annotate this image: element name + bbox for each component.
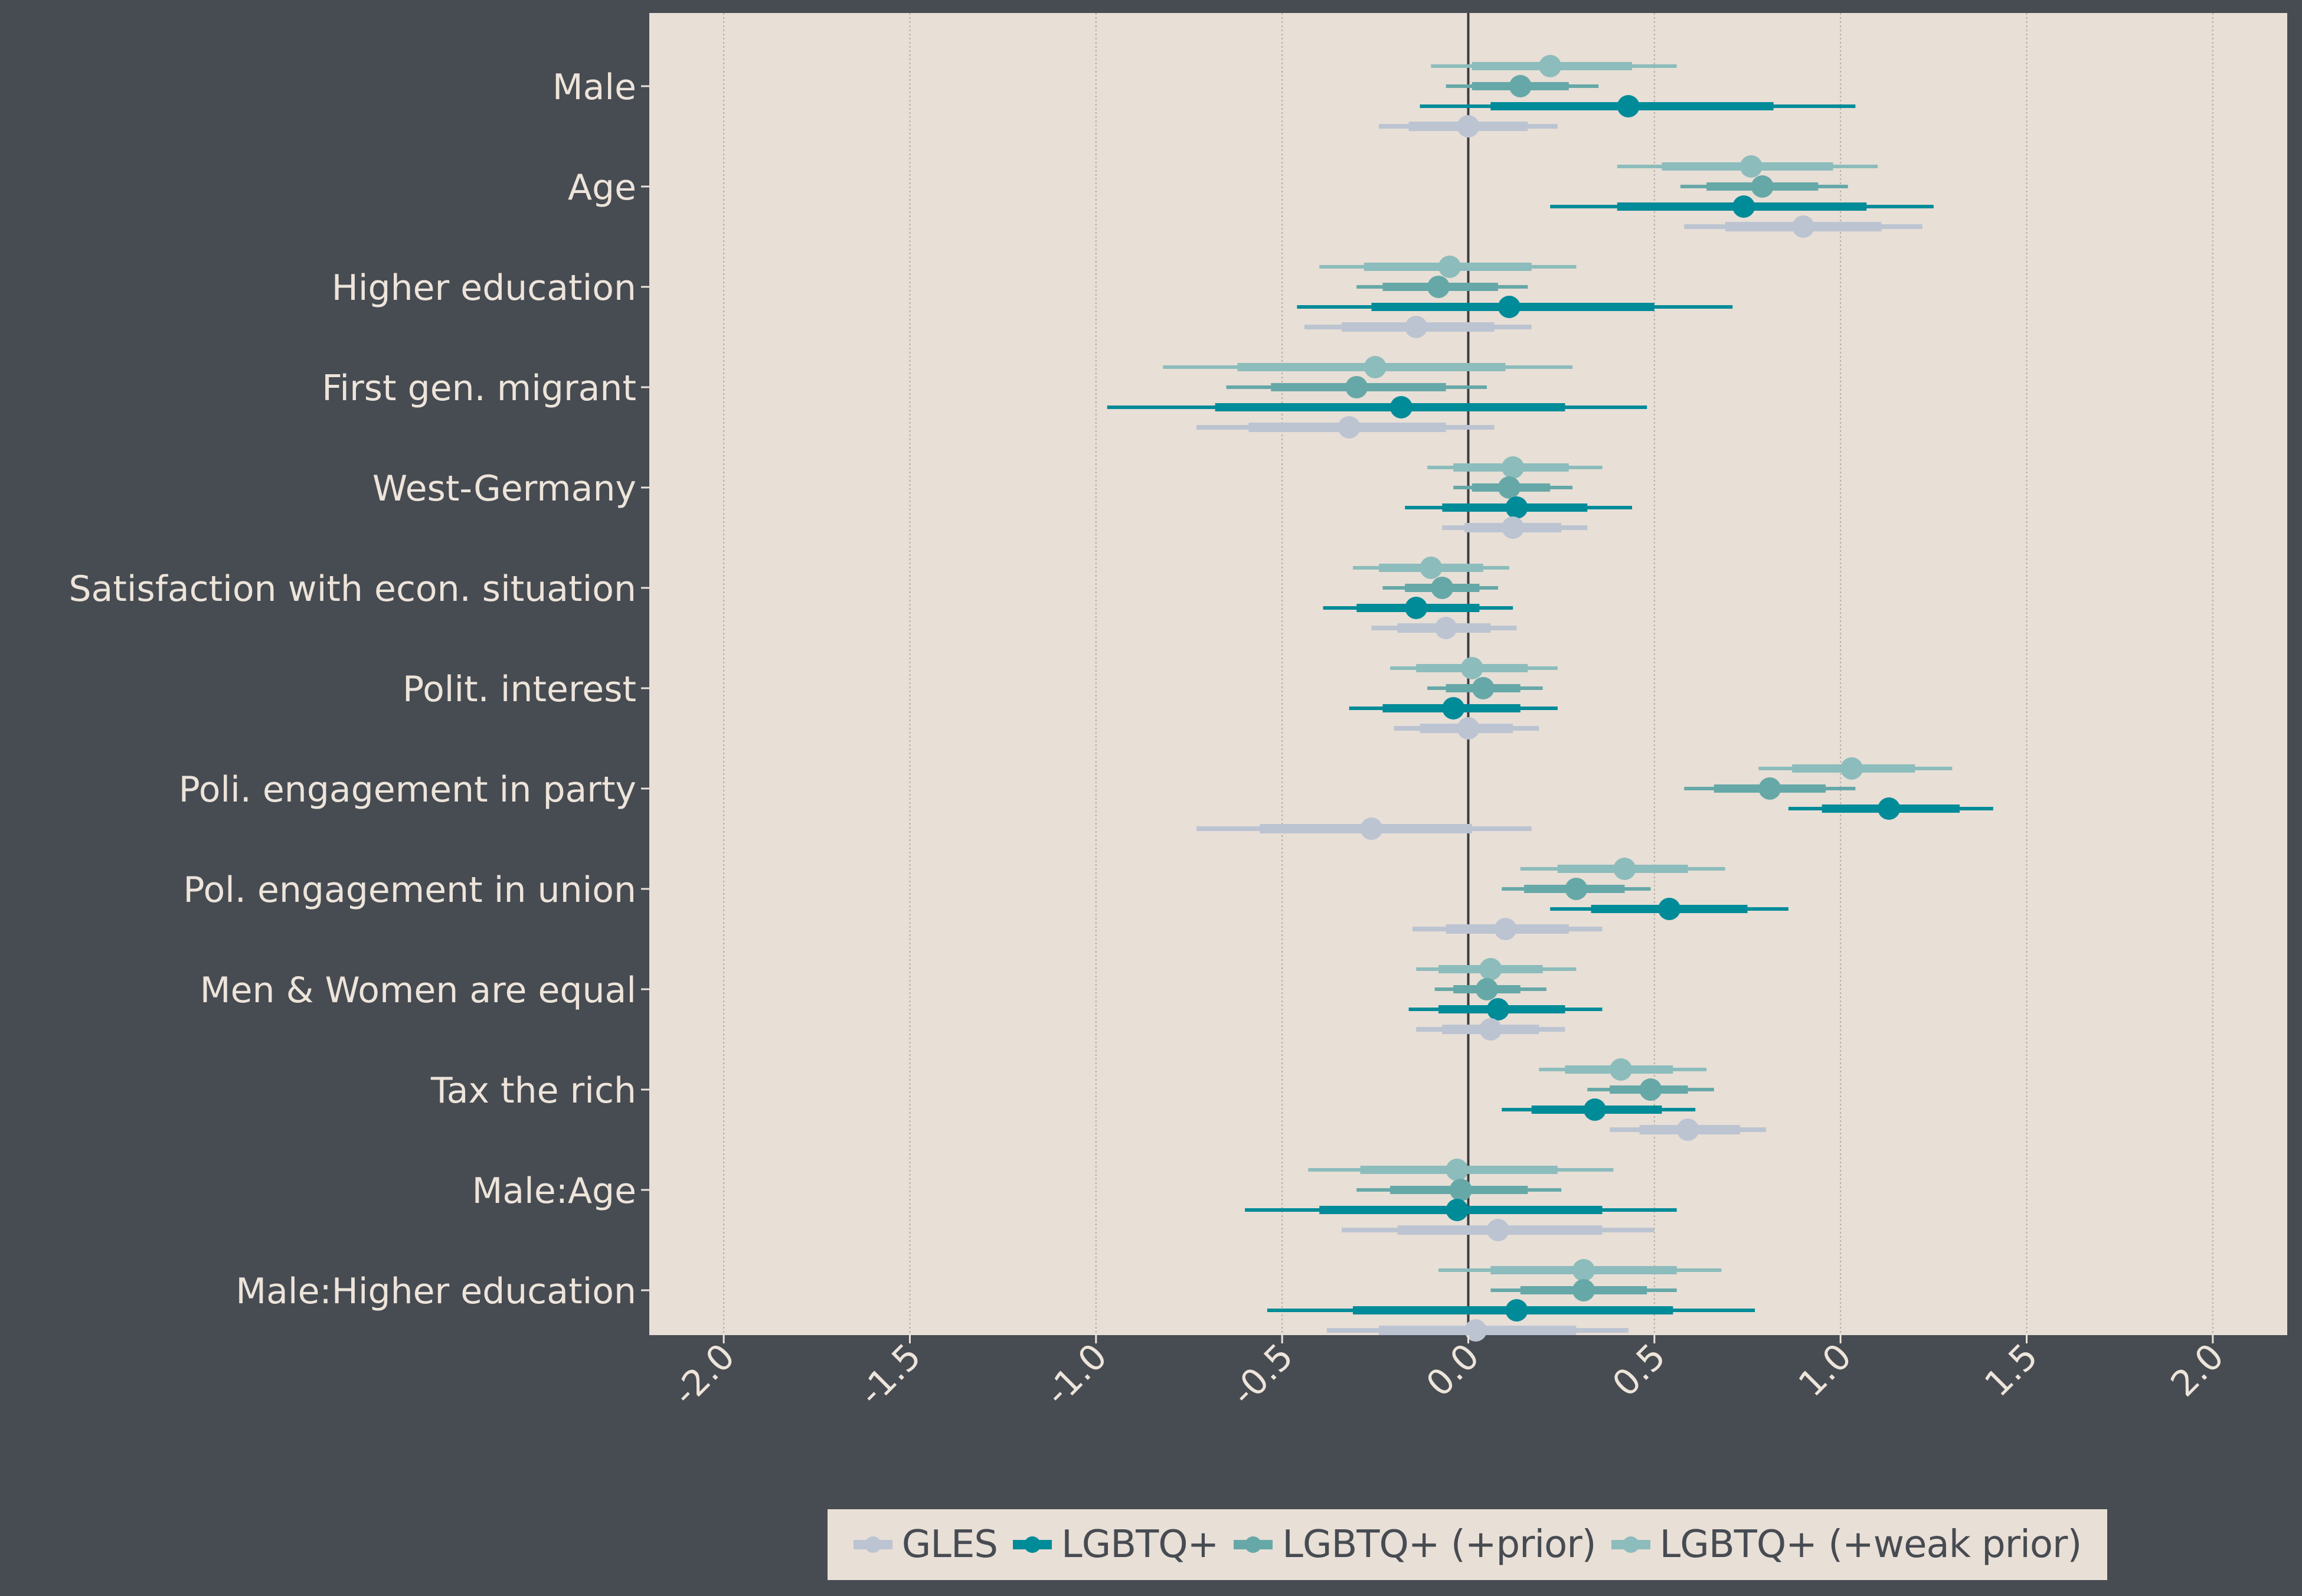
x-axis: -2.0 -1.5 -1.0 -0.5 0.0 0.5 1.0 1.5 2.0 <box>665 1335 2232 1414</box>
point-estimate <box>1739 155 1763 178</box>
point-estimate <box>1497 296 1521 318</box>
point-estimate <box>1758 777 1781 800</box>
point-estimate <box>1389 396 1412 418</box>
point-estimate <box>1878 797 1901 820</box>
y-tick-label: Age <box>568 167 636 208</box>
point-estimate <box>1405 597 1428 619</box>
y-tick-label: First gen. migrant <box>322 368 636 409</box>
legend-key-lgbtq <box>1013 1536 1052 1553</box>
x-tick-label: -1.5 <box>851 1336 929 1414</box>
point-estimate <box>1431 577 1454 599</box>
x-tick-label: 2.0 <box>2163 1336 2232 1405</box>
point-estimate <box>1438 256 1461 278</box>
point-estimate <box>1405 316 1428 338</box>
series-1 <box>1226 75 1856 1301</box>
point-estimate <box>1617 95 1640 117</box>
legend-label-gles: GLES <box>901 1523 998 1566</box>
x-tick-label: 0.0 <box>1418 1336 1487 1405</box>
point-estimate <box>1840 757 1863 780</box>
legend-label-lgbtq-prior: LGBTQ+ (+prior) <box>1282 1523 1596 1566</box>
point-estimate <box>1572 1279 1595 1301</box>
y-tick-label: West-Germany <box>372 468 636 509</box>
series-0 <box>1163 55 1953 1281</box>
x-tick-label: -1.0 <box>1037 1336 1115 1414</box>
y-tick-label: Higher education <box>332 267 636 309</box>
x-tick-label: 1.0 <box>1791 1336 1860 1405</box>
series-2 <box>1107 95 1993 1322</box>
point-estimate <box>1486 998 1509 1021</box>
point-estimate <box>1676 1118 1699 1141</box>
y-tick-label: Male <box>552 67 636 108</box>
point-estimate <box>1457 115 1480 138</box>
point-estimate <box>1502 516 1525 539</box>
legend-item-lgbtq-weak-prior: LGBTQ+ (+weak prior) <box>1611 1523 2082 1566</box>
point-estimate <box>1486 1219 1509 1241</box>
legend-key-gles <box>853 1536 892 1553</box>
x-tick-label: -0.5 <box>1223 1336 1301 1414</box>
point-estimate <box>1732 195 1755 218</box>
point-estimate <box>1572 1259 1595 1281</box>
legend-item-lgbtq: LGBTQ+ <box>1013 1523 1219 1566</box>
point-estimate <box>1613 858 1636 880</box>
point-estimate <box>1442 697 1465 719</box>
point-estimate <box>1479 958 1502 980</box>
y-axis: Male Age Higher education First gen. migran… <box>68 67 649 1312</box>
y-tick-label: Satisfaction with econ. situation <box>68 568 636 610</box>
point-estimate <box>1434 617 1457 639</box>
point-estimate <box>1539 55 1562 77</box>
y-tick-label: Polit. interest <box>403 669 636 710</box>
point-estimate <box>1360 817 1383 840</box>
point-estimate <box>1479 1018 1502 1041</box>
point-estimate <box>1446 1159 1469 1181</box>
legend-item-gles: GLES <box>853 1523 998 1566</box>
y-tick-label: Poli. engagement in party <box>179 769 636 810</box>
point-estimate <box>1472 677 1495 699</box>
point-estimate <box>1509 75 1532 97</box>
legend-label-lgbtq: LGBTQ+ <box>1061 1523 1219 1566</box>
point-estimate <box>1792 215 1815 238</box>
point-estimate <box>1460 657 1483 679</box>
point-estimate <box>1345 376 1368 398</box>
x-tick-label: 1.5 <box>1977 1336 2046 1405</box>
y-tick-label: Tax the rich <box>430 1070 636 1111</box>
point-estimate <box>1583 1098 1606 1121</box>
series-3 <box>1196 115 1922 1342</box>
point-estimate <box>1505 496 1528 519</box>
point-estimate <box>1457 717 1480 740</box>
point-estimate <box>1639 1078 1662 1101</box>
point-estimate <box>1446 1199 1469 1221</box>
legend-key-lgbtq-weak-prior <box>1611 1536 1650 1553</box>
point-estimate <box>1494 918 1517 940</box>
legend-key-lgbtq-prior <box>1234 1536 1273 1553</box>
point-estimate <box>1497 476 1521 499</box>
y-tick-label: Pol. engagement in union <box>183 869 636 911</box>
legend: GLES LGBTQ+ LGBTQ+ (+prior) LGBTQ+ (+wea… <box>828 1509 2107 1580</box>
y-tick-label: Male:Higher education <box>236 1271 636 1312</box>
point-estimate <box>1658 898 1681 920</box>
point-estimate <box>1420 557 1443 579</box>
legend-item-lgbtq-prior: LGBTQ+ (+prior) <box>1234 1523 1597 1566</box>
legend-label-lgbtq-weak-prior: LGBTQ+ (+weak prior) <box>1659 1523 2082 1566</box>
x-tick-label: -2.0 <box>665 1336 743 1414</box>
point-estimate <box>1751 175 1774 198</box>
point-estimate <box>1610 1058 1633 1081</box>
point-estimate <box>1338 416 1361 439</box>
point-estimate <box>1502 456 1525 479</box>
y-tick-label: Male:Age <box>472 1170 636 1212</box>
interval-marks <box>1107 55 1993 1342</box>
point-estimate <box>1427 276 1450 298</box>
x-tick-label: 0.5 <box>1604 1336 1673 1405</box>
point-estimate <box>1449 1179 1472 1201</box>
point-estimate <box>1363 356 1387 378</box>
point-estimate <box>1464 1319 1487 1342</box>
point-estimate <box>1476 978 1499 1000</box>
y-tick-label: Men & Women are equal <box>200 970 636 1011</box>
point-estimate <box>1505 1299 1528 1322</box>
point-estimate <box>1565 878 1588 900</box>
